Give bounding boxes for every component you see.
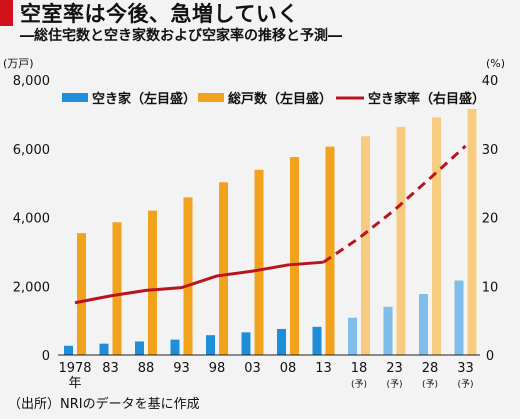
x-axis-sublabel: (予) xyxy=(351,379,367,390)
bar-total xyxy=(148,210,157,355)
x-axis-tick-label: 03 xyxy=(244,361,261,376)
bar-total xyxy=(467,108,477,356)
right-axis-tick-label: 0 xyxy=(486,349,494,364)
x-axis-sublabel: (予) xyxy=(422,379,438,390)
bar-vacant xyxy=(241,332,251,355)
bar-total xyxy=(290,157,299,355)
left-axis-unit: (万戸) xyxy=(3,57,34,70)
right-axis-tick-label: 30 xyxy=(482,143,499,158)
bar-total xyxy=(361,136,370,355)
legend-label-vacant: 空き家（左目盛） xyxy=(92,91,196,107)
source-note: （出所）NRIのデータを基に作成 xyxy=(8,397,200,412)
rate-line-actual xyxy=(74,260,324,305)
bar-vacant xyxy=(277,328,286,355)
left-axis-tick-label: 2,000 xyxy=(13,280,50,295)
bar-vacant xyxy=(99,343,109,355)
x-axis-sublabel: (予) xyxy=(386,379,402,390)
bar-vacant xyxy=(383,306,393,355)
rate-line-forecast xyxy=(322,144,467,264)
bar-vacant xyxy=(135,341,144,355)
bar-total xyxy=(432,117,441,355)
right-axis-tick-label: 10 xyxy=(482,280,499,295)
left-axis-tick-label: 0 xyxy=(42,349,50,364)
bar-total xyxy=(325,146,335,355)
bar-vacant xyxy=(206,335,215,355)
right-axis-tick-label: 40 xyxy=(482,74,499,89)
x-axis-sublabel: (予) xyxy=(457,379,473,390)
bar-total xyxy=(219,182,228,355)
right-axis-unit: (%) xyxy=(486,57,505,70)
x-axis-tick-label: 93 xyxy=(173,361,190,376)
bar-total xyxy=(112,222,122,355)
left-axis-tick-label: 8,000 xyxy=(13,74,50,89)
left-axis-tick-label: 6,000 xyxy=(13,143,50,158)
left-axis-tick-label: 4,000 xyxy=(13,212,50,227)
chart-subtitle: ―総住宅数と空き家数および空家率の推移と予測― xyxy=(20,28,342,44)
x-axis-tick-label: 28 xyxy=(422,361,439,376)
x-axis-sublabel: 年 xyxy=(68,376,81,391)
x-axis-tick-label: 98 xyxy=(209,361,226,376)
legend-label-rate: 空き家率（右目盛） xyxy=(368,91,485,107)
title-accent-bar xyxy=(0,0,13,26)
legend: 空き家（左目盛） 総戸数（左目盛） 空き家率（右目盛） xyxy=(62,91,485,107)
bar-total xyxy=(77,233,86,355)
x-axis-tick-label: 18 xyxy=(351,361,368,376)
bar-vacant xyxy=(348,317,357,355)
bar-vacant xyxy=(170,339,180,355)
legend-label-total: 総戸数（左目盛） xyxy=(228,91,332,107)
chart-title: 空室率は今後、急増していく xyxy=(20,2,299,26)
x-axis-tick-label: 88 xyxy=(138,361,155,376)
bar-vacant xyxy=(312,326,322,355)
x-axis-tick-label: 83 xyxy=(102,361,119,376)
bar-total xyxy=(183,197,193,355)
x-axis-tick-label: 1978 xyxy=(58,361,91,376)
legend-swatch-vacant xyxy=(62,93,88,102)
right-axis-tick-label: 20 xyxy=(482,212,499,227)
bar-total xyxy=(396,126,406,356)
x-axis-tick-label: 08 xyxy=(280,361,297,376)
bar-vacant xyxy=(419,294,428,355)
bar-vacant xyxy=(64,345,73,355)
x-axis-tick-label: 33 xyxy=(457,361,474,376)
bar-vacant xyxy=(454,280,464,355)
x-axis-tick-label: 13 xyxy=(315,361,332,376)
legend-swatch-total xyxy=(198,93,224,102)
bar-total xyxy=(254,169,264,355)
x-axis-tick-label: 23 xyxy=(386,361,403,376)
